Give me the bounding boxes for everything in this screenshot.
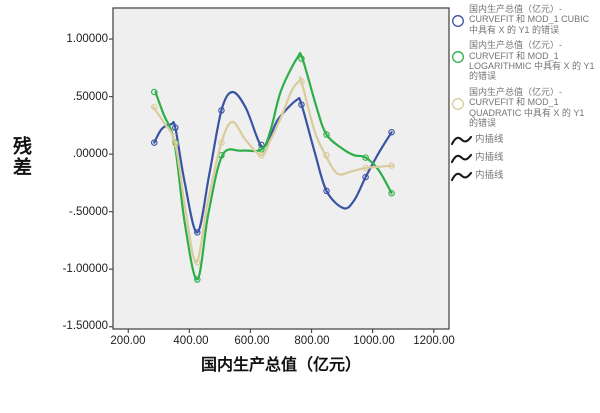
logarithmic-series-circle-icon (452, 51, 464, 64)
legend-entry-interpolation-line: 内插线 (451, 169, 599, 182)
legend-entry-quadratic: 国内生产总值（亿元）- CURVEFIT 和 MOD_1 QUADRATIC 中… (451, 87, 599, 129)
interpolation-line-icon (451, 153, 472, 164)
x-tick-label: 800.00 (294, 335, 330, 347)
x-tick-label: 1000.00 (353, 335, 395, 347)
interpolation-line-label: 内插线 (475, 151, 504, 163)
y-tick-label: -.50000 (68, 206, 108, 218)
x-tick-label: 1200.00 (413, 335, 455, 347)
legend-entry-label: 国内生产总值（亿元）- CURVEFIT 和 MOD_1 LOGARITHMIC… (469, 40, 595, 82)
legend-entry-interpolation-line: 内插线 (451, 151, 599, 164)
x-tick-label: 400.00 (173, 335, 209, 347)
y-tick-label: -1.50000 (62, 320, 108, 332)
quadratic-series-circle-icon (452, 97, 464, 110)
legend-entry-cubic: 国内生产总值（亿元）- CURVEFIT 和 MOD_1 CUBIC 中具有 X… (451, 4, 599, 35)
interpolation-line-icon (451, 171, 472, 182)
legend: 国内生产总值（亿元）- CURVEFIT 和 MOD_1 CUBIC 中具有 X… (451, 4, 599, 182)
x-tick-label: 200.00 (110, 335, 146, 347)
interpolation-line-label: 内插线 (475, 133, 504, 145)
x-axis-title: 国内生产总值（亿元） (200, 355, 361, 374)
interpolation-line-icon (451, 135, 472, 146)
y-tick-label: .00000 (72, 148, 108, 160)
y-axis-title: 残差 (10, 136, 32, 178)
legend-entry-interpolation-line: 内插线 (451, 133, 599, 146)
y-tick-label: -1.00000 (62, 263, 108, 275)
legend-entry-label: 国内生产总值（亿元）- CURVEFIT 和 MOD_1 QUADRATIC 中… (469, 86, 585, 129)
y-tick-label: .50000 (72, 91, 108, 103)
x-tick-label: 600.00 (234, 335, 270, 347)
legend-entry-logarithmic: 国内生产总值（亿元）- CURVEFIT 和 MOD_1 LOGARITHMIC… (451, 40, 599, 82)
cubic-series-circle-icon (452, 15, 464, 27)
legend-entry-label: 国内生产总值（亿元）- CURVEFIT 和 MOD_1 CUBIC 中具有 X… (469, 4, 590, 35)
interpolation-line-label: 内插线 (475, 169, 504, 181)
y-tick-label: 1.00000 (66, 33, 108, 45)
